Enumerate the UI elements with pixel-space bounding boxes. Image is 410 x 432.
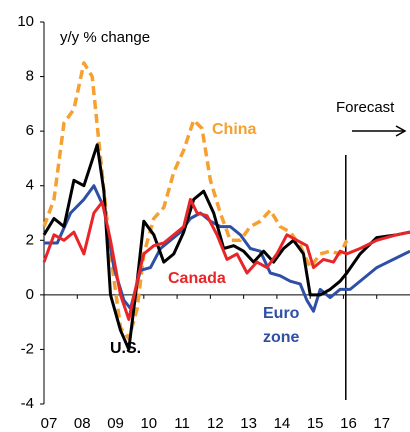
series-label: U.S. bbox=[110, 340, 141, 357]
y-tick-label: -2 bbox=[21, 340, 34, 357]
x-tick-label: 17 bbox=[373, 415, 390, 432]
y-tick-label: 2 bbox=[26, 231, 34, 248]
y-tick-label: 4 bbox=[26, 177, 34, 194]
y-tick-label: 8 bbox=[26, 68, 34, 85]
y-axis-label: y/y % change bbox=[60, 29, 150, 46]
x-tick-label: 16 bbox=[340, 415, 357, 432]
x-tick-label: 15 bbox=[307, 415, 324, 432]
series-label: Canada bbox=[168, 270, 226, 287]
series-label: Euro zone bbox=[263, 305, 304, 346]
y-tick-label: 0 bbox=[26, 286, 34, 303]
x-tick-label: 14 bbox=[274, 415, 291, 432]
y-tick-label: -4 bbox=[21, 395, 34, 412]
x-tick-label: 13 bbox=[240, 415, 257, 432]
x-tick-label: 10 bbox=[140, 415, 157, 432]
x-tick-label: 07 bbox=[41, 415, 58, 432]
forecast-label: Forecast bbox=[336, 99, 395, 116]
x-tick-label: 09 bbox=[107, 415, 124, 432]
series-line bbox=[42, 61, 349, 341]
x-tick-label: 08 bbox=[74, 415, 91, 432]
series-line bbox=[42, 197, 410, 321]
y-tick-label: 6 bbox=[26, 122, 34, 139]
x-tick-label: 12 bbox=[207, 415, 224, 432]
forecast-arrow-head bbox=[395, 125, 407, 137]
series-line bbox=[42, 143, 410, 351]
x-tick-label: 11 bbox=[174, 415, 190, 432]
series-label: China bbox=[212, 121, 257, 138]
y-tick-label: 10 bbox=[17, 13, 34, 30]
